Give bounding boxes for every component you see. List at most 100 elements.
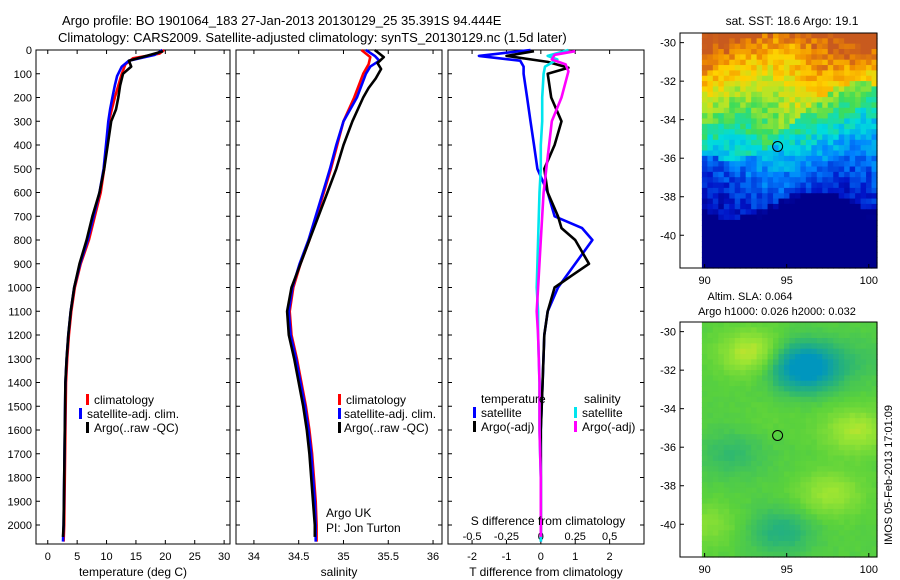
heatmap-cell [871, 444, 878, 451]
heatmap-cell [701, 407, 708, 414]
heatmap-cell [805, 214, 812, 221]
heatmap-cell [849, 476, 856, 483]
heatmap-cell [712, 343, 719, 350]
heatmap-cell [855, 129, 862, 136]
heatmap-cell [701, 546, 708, 553]
heatmap-cell [783, 193, 791, 200]
heatmap-cell [794, 129, 801, 136]
heatmap-cell [811, 241, 818, 248]
heatmap-cell [707, 338, 714, 344]
heatmap-cell [729, 530, 736, 537]
heatmap-cell [844, 129, 851, 136]
heatmap-cell [740, 155, 747, 162]
heatmap-cell [827, 75, 834, 82]
heatmap-cell [712, 113, 719, 120]
heatmap-cell [789, 492, 796, 499]
heatmap-cell [789, 508, 796, 515]
heatmap-cell [756, 241, 763, 248]
heatmap-cell [734, 102, 741, 109]
heatmap-cell [871, 166, 878, 173]
heatmap-cell [707, 322, 714, 328]
heatmap-cell [849, 407, 856, 414]
heatmap-cell [816, 455, 823, 462]
heatmap-cell [745, 59, 752, 66]
heatmap-cell [745, 434, 752, 441]
heatmap-cell [800, 193, 807, 200]
heatmap-cell [833, 540, 840, 547]
heatmap-cell [778, 161, 785, 168]
heatmap-cell [833, 166, 840, 173]
heatmap-cell [794, 364, 801, 371]
heatmap-cell [701, 434, 708, 441]
heatmap-cell [789, 380, 796, 387]
heatmap-cell [773, 49, 780, 55]
heatmap-cell [723, 338, 730, 344]
heatmap-cell [805, 65, 812, 71]
heatmap-cell [789, 428, 796, 435]
heatmap-cell [866, 177, 873, 184]
heatmap-cell [783, 59, 791, 66]
heatmap-cell [866, 546, 873, 553]
heatmap-cell [773, 166, 780, 173]
heatmap-cell [833, 86, 840, 93]
heatmap-cell [833, 370, 840, 377]
heatmap-cell [718, 492, 725, 499]
heatmap-cell [866, 482, 873, 489]
heatmap-cell [855, 123, 862, 130]
heatmap-cell [734, 187, 741, 194]
heatmap-cell [756, 166, 763, 173]
heatmap-cell [718, 33, 725, 39]
heatmap-cell [849, 402, 856, 409]
heatmap-cell [789, 257, 796, 264]
legend-swatch-temp-satellite [473, 407, 476, 418]
heatmap-cell [827, 81, 834, 88]
heatmap-cell [789, 214, 796, 221]
heatmap-cell [805, 177, 812, 184]
heatmap-cell [816, 359, 823, 366]
heatmap-cell [740, 476, 747, 483]
heatmap-cell [860, 33, 867, 39]
heatmap-cell [729, 91, 736, 98]
map-y-tick-label: -32 [660, 76, 676, 88]
heatmap-cell [871, 530, 878, 537]
heatmap-cell [789, 535, 796, 542]
heatmap-cell [773, 375, 780, 382]
heatmap-cell [838, 161, 845, 168]
heatmap-cell [773, 322, 780, 328]
heatmap-cell [838, 262, 845, 269]
heatmap-cell [740, 65, 747, 71]
heatmap-cell [734, 118, 741, 125]
heatmap-cell [723, 139, 730, 146]
heatmap-cell [833, 187, 840, 194]
heatmap-cell [723, 423, 730, 430]
heatmap-cell [723, 450, 730, 457]
heatmap-cell [783, 546, 791, 553]
heatmap-cell [794, 33, 801, 39]
heatmap-cell [767, 70, 774, 77]
heatmap-cell [712, 444, 719, 451]
heatmap-cell [701, 43, 708, 50]
heatmap-cell [811, 530, 818, 537]
heatmap-cell [822, 482, 829, 489]
heatmap-cell [800, 241, 807, 248]
heatmap-cell [816, 519, 823, 526]
heatmap-cell [849, 59, 856, 66]
heatmap-cell [729, 225, 736, 232]
heatmap-cell [767, 535, 774, 542]
heatmap-cell [827, 535, 834, 542]
heatmap-cell [740, 524, 747, 531]
heatmap-cell [751, 187, 758, 194]
heatmap-cell [860, 38, 867, 45]
heatmap-cell [811, 359, 818, 366]
heatmap-cell [767, 546, 774, 553]
heatmap-cell [849, 540, 856, 547]
heatmap-cell [871, 466, 878, 473]
heatmap-cell [794, 113, 801, 120]
heatmap-cell [712, 49, 719, 55]
heatmap-cell [778, 251, 785, 258]
heatmap-cell [844, 402, 851, 409]
heatmap-cell [718, 70, 725, 77]
heatmap-cell [833, 444, 840, 451]
heatmap-cell [756, 354, 763, 360]
heatmap-cell [811, 193, 818, 200]
